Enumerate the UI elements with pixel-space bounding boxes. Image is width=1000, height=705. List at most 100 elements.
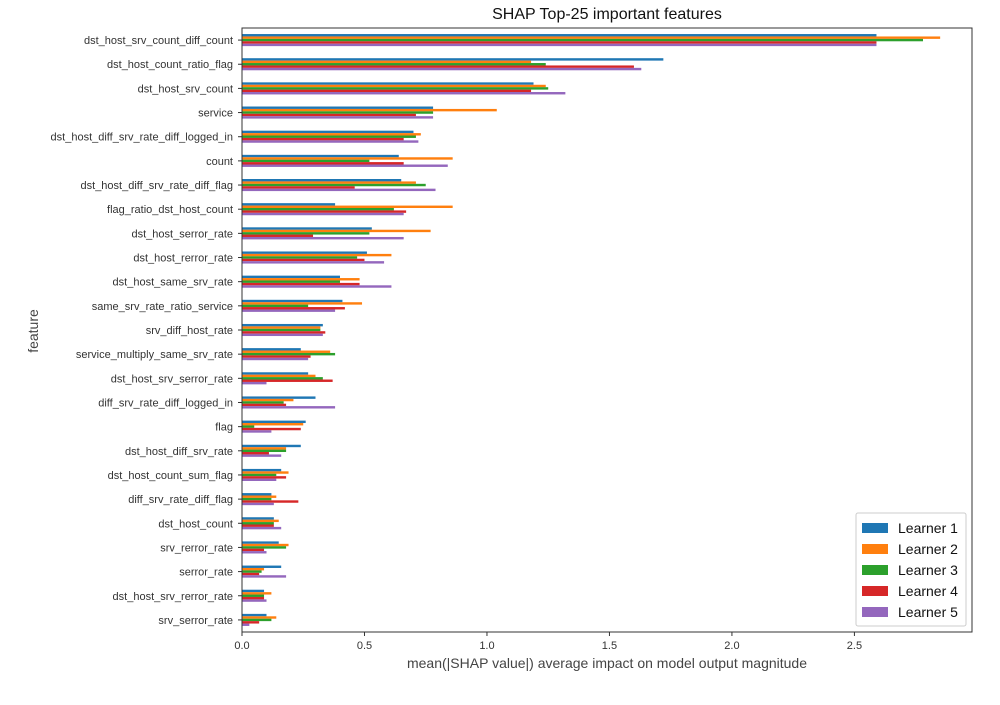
bar-group xyxy=(242,420,306,433)
bar xyxy=(242,493,272,496)
bar xyxy=(242,495,277,498)
bar xyxy=(242,328,321,332)
bar-group xyxy=(242,323,326,337)
bar xyxy=(242,304,309,308)
x-tick-label: 1.0 xyxy=(479,640,494,652)
bar xyxy=(242,352,336,356)
bar xyxy=(242,251,367,254)
bar xyxy=(242,210,407,213)
bar xyxy=(242,379,333,382)
bar xyxy=(242,447,287,450)
y-tick-label: dst_host_serror_rate xyxy=(132,228,234,240)
bar xyxy=(242,546,287,549)
bar xyxy=(242,567,265,571)
bar xyxy=(242,232,370,235)
y-tick-label: dst_host_diff_srv_rate_diff_logged_in xyxy=(51,132,233,144)
bar xyxy=(242,517,274,520)
bar-group xyxy=(242,541,289,554)
bar-group xyxy=(242,444,301,457)
bar-group xyxy=(242,58,664,71)
bar xyxy=(242,613,267,617)
bar xyxy=(242,526,282,530)
legend: Learner 1 Learner 2 Learner 3 Learner 4 Lear… xyxy=(855,512,967,627)
bar xyxy=(242,575,287,578)
bar xyxy=(242,616,277,619)
bar xyxy=(242,621,260,624)
bar-group xyxy=(242,34,941,47)
bar xyxy=(242,596,265,600)
bar xyxy=(242,116,434,119)
bar xyxy=(242,299,343,303)
legend-swatch xyxy=(862,607,888,617)
legend-label: Learner 4 xyxy=(898,583,958,599)
bar-group xyxy=(242,227,431,240)
plot-frame xyxy=(241,27,973,633)
bar xyxy=(242,205,453,208)
x-tick-label: 1.5 xyxy=(602,640,617,652)
bar xyxy=(242,130,414,134)
bar xyxy=(242,524,274,527)
bar xyxy=(242,63,546,66)
y-tick-label: serror_rate xyxy=(179,567,233,579)
bar xyxy=(242,280,340,283)
y-tick-label: srv_diff_host_rate xyxy=(146,325,233,337)
bar xyxy=(242,41,877,44)
bar xyxy=(242,548,265,552)
chart-title: SHAP Top-25 important features xyxy=(492,6,722,23)
bar-group xyxy=(242,130,421,143)
legend-swatch xyxy=(862,565,888,575)
bar xyxy=(242,309,336,312)
bar xyxy=(242,348,301,351)
bar-group xyxy=(242,203,453,216)
bar xyxy=(242,113,416,117)
y-tick-label: dst_host_diff_srv_rate xyxy=(125,446,233,458)
bar xyxy=(242,497,272,501)
bar xyxy=(242,34,877,37)
legend-label: Learner 2 xyxy=(898,541,958,557)
y-axis-ticks: dst_host_srv_count_diff_count dst_host_co… xyxy=(51,35,242,627)
bar xyxy=(242,377,323,380)
y-tick-label: service xyxy=(198,108,233,120)
bar xyxy=(242,454,282,457)
bar xyxy=(242,543,289,547)
bar xyxy=(242,179,402,182)
bar-group xyxy=(242,154,453,167)
bar xyxy=(242,478,277,481)
bar xyxy=(242,43,877,47)
bar xyxy=(242,541,279,544)
bar-group xyxy=(242,589,272,602)
bar xyxy=(242,108,497,112)
bar xyxy=(242,551,267,554)
bar xyxy=(242,282,360,286)
bar xyxy=(242,135,416,138)
y-axis-label: feature xyxy=(25,309,41,353)
bar xyxy=(242,401,284,404)
bar-group xyxy=(242,493,299,506)
bar xyxy=(242,87,549,90)
bar-group xyxy=(242,299,363,312)
bar xyxy=(242,253,392,257)
legend-label: Learner 1 xyxy=(898,520,958,536)
bar xyxy=(242,333,323,337)
bar xyxy=(242,406,336,409)
bar xyxy=(242,236,404,240)
x-tick-label: 2.0 xyxy=(724,640,739,652)
bar xyxy=(242,594,265,597)
y-tick-label: diff_srv_rate_diff_logged_in xyxy=(98,397,233,409)
bar xyxy=(242,278,360,281)
bar xyxy=(242,423,304,426)
bar xyxy=(242,67,642,71)
bar xyxy=(242,84,546,88)
bar xyxy=(242,154,399,158)
bar xyxy=(242,275,340,279)
bar xyxy=(242,500,299,503)
bar-group xyxy=(242,179,436,192)
bar-group xyxy=(242,396,336,409)
bar xyxy=(242,592,272,595)
bar xyxy=(242,326,321,329)
bar xyxy=(242,519,279,523)
y-tick-label: srv_serror_rate xyxy=(158,615,233,627)
bar xyxy=(242,473,277,477)
y-tick-label: count xyxy=(206,156,233,168)
